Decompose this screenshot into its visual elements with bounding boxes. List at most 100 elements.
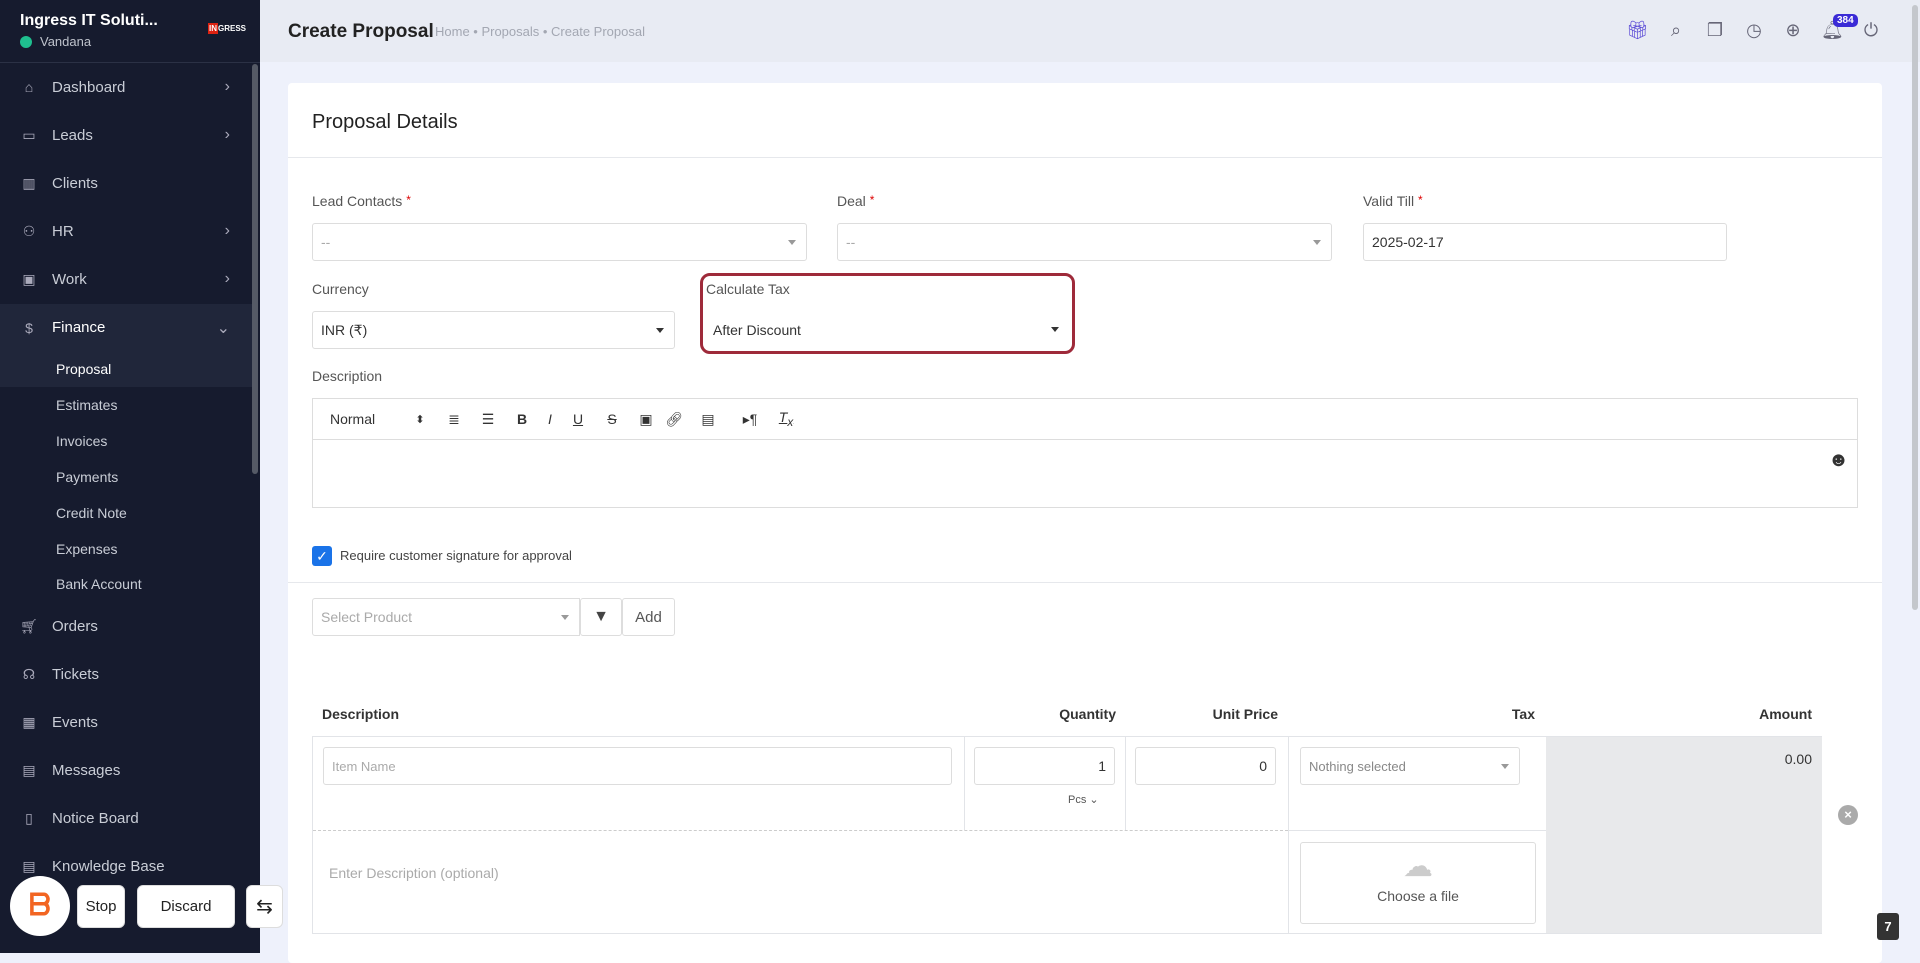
quantity-input[interactable]: 1 [974, 747, 1115, 785]
description-label: Description [312, 368, 383, 384]
power-icon[interactable]: ⏻ [1863, 20, 1879, 40]
description-editor[interactable]: Normal ⬍ ≣ ☰ B I U S ▣ 🔗︎ ▤ ▸¶ Tx ☻ [312, 398, 1858, 508]
item-description-input[interactable]: Enter Description (optional) [329, 865, 499, 881]
sidebar-item-label: Work [52, 270, 87, 288]
calculate-tax-select[interactable]: After Discount [705, 311, 1069, 349]
bold-icon[interactable]: B [516, 411, 528, 427]
ordered-list-icon[interactable]: ≣ [448, 410, 460, 427]
remove-row-icon[interactable]: × [1838, 805, 1858, 825]
sidebar-item-orders[interactable]: 🛒︎ Orders [0, 602, 252, 650]
highlight-box [700, 273, 1075, 354]
image-icon[interactable]: ▣ [639, 410, 653, 427]
building-icon: ▥ [22, 174, 36, 191]
link-icon[interactable]: 🔗︎ [665, 410, 683, 427]
currency-select[interactable]: INR (₹) [312, 311, 675, 349]
users-icon: ⚇ [22, 222, 36, 239]
sidebar-item-messages[interactable]: ▤ Messages [0, 746, 252, 794]
format-caret-icon[interactable]: ⬍ [415, 413, 425, 426]
strike-icon[interactable]: S [607, 411, 617, 427]
sidebar-item-finance[interactable]: $ Finance ⌄ [0, 303, 252, 352]
sidebar-item-dashboard[interactable]: ⌂ Dashboard › [0, 63, 252, 111]
sticky-note-icon[interactable]: ❐ [1706, 20, 1724, 40]
lead-contacts-label: Lead Contacts * [312, 193, 411, 209]
card-title: Proposal Details [312, 111, 458, 133]
sidebar-item-hr[interactable]: ⚇ HR › [0, 207, 252, 255]
swap-icon[interactable]: ⇆ [246, 885, 283, 928]
filter-icon[interactable]: ▼ [580, 598, 622, 636]
emoji-icon[interactable]: ☻ [1827, 449, 1849, 471]
add-product-button[interactable]: Add [622, 598, 675, 636]
document-icon: ▤ [22, 858, 36, 874]
signature-checkbox[interactable]: ✓ [312, 546, 332, 566]
stop-button[interactable]: Stop [77, 885, 125, 928]
sidebar-item-clients[interactable]: ▥ Clients [0, 159, 252, 207]
unit-select[interactable]: Pcs ⌄ [1068, 794, 1099, 806]
divider [0, 62, 260, 63]
sidebar-scrollbar[interactable] [252, 64, 258, 474]
chevron-right-icon: › [224, 78, 230, 95]
signature-label: Require customer signature for approval [340, 548, 572, 563]
tax-select[interactable]: Nothing selected [1300, 747, 1520, 785]
sidebar-subitem-payments[interactable]: Payments [56, 468, 119, 485]
divider [288, 582, 1882, 583]
unit-price-input[interactable]: 0 [1135, 747, 1276, 785]
item-name-input[interactable]: Item Name [323, 747, 952, 785]
sidebar-item-events[interactable]: ▦ Events [0, 698, 252, 746]
sidebar-item-knowledge-base[interactable]: ▤ Knowledge Base [0, 843, 252, 891]
sidebar-item-tickets[interactable]: ☊ Tickets [0, 650, 252, 698]
sidebar-item-label: Notice Board [52, 809, 139, 827]
clipboard-icon: ▯ [25, 809, 33, 826]
sidebar-item-label: Messages [52, 761, 121, 779]
lead-contacts-select[interactable]: -- [312, 223, 807, 261]
page-badge: 7 [1877, 913, 1899, 940]
sidebar-subitem-credit-note[interactable]: Credit Note [56, 504, 127, 521]
col-unit-price: Unit Price [1212, 706, 1278, 722]
user-status[interactable]: Vandana [20, 34, 91, 49]
format-select[interactable]: Normal [330, 411, 376, 427]
bullet-list-icon[interactable]: ☰ [481, 410, 495, 427]
italic-icon[interactable]: I [548, 411, 552, 427]
headset-icon: ☊ [22, 665, 36, 682]
sidebar-item-notice-board[interactable]: ▯ Notice Board [0, 794, 252, 842]
sidebar-item-leads[interactable]: ▭ Leads › [0, 111, 252, 159]
company-logo: INGRESS [208, 23, 247, 34]
agent-logo: ᗷ [10, 876, 70, 936]
clear-format-icon[interactable]: Tx [778, 409, 794, 429]
sidebar-subitem-expenses[interactable]: Expenses [56, 540, 118, 557]
page-scrollbar[interactable] [1912, 5, 1918, 610]
clock-icon[interactable]: ◷ [1746, 20, 1762, 40]
search-icon[interactable]: ⌕ [1670, 20, 1682, 40]
cloud-upload-icon: ☁ [1403, 850, 1433, 883]
file-upload[interactable]: ☁ Choose a file [1300, 842, 1536, 924]
contact-card-icon: ▭ [22, 126, 36, 143]
video-icon[interactable]: ▤ [701, 410, 715, 427]
bell-icon[interactable]: 🔔︎ 384 [1821, 14, 1858, 41]
col-description: Description [322, 706, 400, 722]
sidebar-item-label: Events [52, 713, 98, 731]
briefcase-icon: ▣ [22, 270, 36, 287]
choose-file-label: Choose a file [1377, 888, 1459, 904]
editor-toolbar: Normal ⬍ ≣ ☰ B I U S ▣ 🔗︎ ▤ ▸¶ Tx [313, 399, 1857, 440]
col-quantity: Quantity [1059, 706, 1116, 722]
deal-select[interactable]: -- [837, 223, 1332, 261]
underline-icon[interactable]: U [572, 411, 584, 427]
sidebar-subitem-invoices[interactable]: Invoices [56, 432, 108, 449]
valid-till-input[interactable]: 2025-02-17 [1363, 223, 1727, 261]
online-status-icon [20, 35, 32, 48]
page-title: Create Proposal [288, 21, 434, 42]
message-icon: ▤ [22, 761, 36, 778]
sidebar-item-label: Finance [52, 319, 106, 336]
sidebar-subitem-bank-account[interactable]: Bank Account [56, 576, 142, 593]
table-row: Item Name 1 Pcs ⌄ 0 Nothing selected 0.0… [312, 736, 1822, 934]
text-direction-icon[interactable]: ▸¶ [742, 410, 758, 427]
add-circle-icon[interactable]: ⊕ [1785, 20, 1801, 40]
sidebar: Ingress IT Soluti... Vandana INGRESS ⌂ Da… [0, 0, 260, 953]
sidebar-subitem-proposal[interactable]: Proposal [0, 351, 252, 387]
sidebar-item-work[interactable]: ▣ Work › [0, 255, 252, 303]
sidebar-subitem-estimates[interactable]: Estimates [56, 396, 118, 413]
currency-label: Currency [312, 281, 369, 297]
top-header: Create Proposal Home • Proposals • Creat… [260, 0, 1920, 62]
select-product-dropdown[interactable]: Select Product [312, 598, 580, 636]
discard-button[interactable]: Discard [137, 885, 235, 928]
gift-icon[interactable]: 🎁︎ [1626, 20, 1649, 40]
